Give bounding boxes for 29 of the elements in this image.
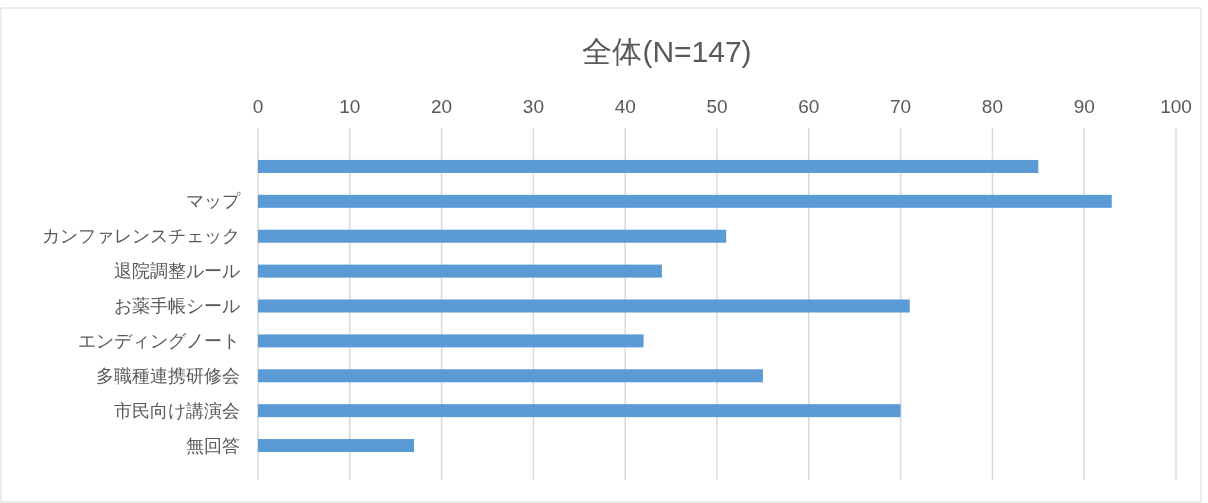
x-tick-label: 80: [981, 96, 1003, 117]
bar: [258, 299, 910, 313]
bar: [258, 264, 662, 278]
x-tick-label: 50: [706, 96, 728, 117]
chart-title: 全体(N=147): [582, 35, 752, 68]
x-tick-label: 40: [614, 96, 636, 117]
x-tick-label: 100: [1160, 96, 1192, 117]
bar: [258, 404, 901, 418]
x-tick-label: 30: [522, 96, 544, 117]
y-tick-label: お薬手帳シール: [114, 296, 240, 316]
x-tick-label: 90: [1073, 96, 1095, 117]
y-tick-label: 無回答: [186, 435, 240, 456]
bar: [258, 369, 763, 383]
bar: [258, 229, 727, 243]
bar: [258, 194, 1112, 208]
x-tick-label: 70: [890, 96, 912, 117]
x-tick-label: 0: [252, 96, 264, 117]
y-tick-label: 多職種連携研修会: [96, 365, 240, 386]
y-tick-label: エンディングノート: [78, 330, 240, 351]
y-tick-label: カンファレンスチェック: [42, 226, 240, 247]
x-tick-label: 20: [431, 96, 453, 117]
x-tick-label: 10: [339, 96, 361, 117]
bar: [258, 159, 1039, 173]
bar: [258, 334, 644, 348]
x-tick-label: 60: [798, 96, 820, 117]
y-tick-label: 退院調整ルール: [114, 261, 240, 282]
y-tick-label: マップ: [186, 191, 241, 212]
y-tick-label: 市民向け講演会: [114, 400, 240, 421]
bar: [258, 439, 415, 453]
